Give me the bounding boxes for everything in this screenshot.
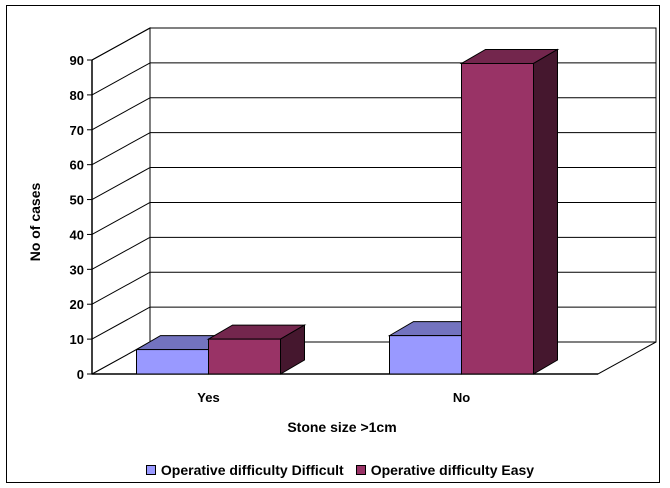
gridline-diagonal [91, 132, 151, 166]
bar-front [389, 335, 462, 375]
y-tick-label: 0 [77, 367, 84, 382]
bar [206, 324, 307, 375]
y-tick-label: 90 [70, 53, 84, 68]
x-tick-label: Yes [197, 390, 219, 405]
legend-swatch [355, 464, 366, 475]
gridline-diagonal [91, 271, 151, 305]
y-tick-label: 10 [70, 332, 84, 347]
legend: Operative difficulty Difficult Operative … [90, 456, 590, 483]
gridline-diagonal [91, 236, 151, 270]
chart-frame [6, 5, 660, 483]
y-tick-label: 60 [70, 158, 84, 173]
y-tick-label: 50 [70, 193, 84, 208]
x-tick-label: No [453, 390, 470, 405]
y-tick-label: 40 [70, 227, 84, 242]
gridline-diagonal [91, 27, 151, 61]
y-tick-labels: 0 10 20 30 40 50 60 70 80 90 [70, 53, 84, 382]
gridline-diagonal [91, 97, 151, 131]
back-wall [149, 27, 657, 343]
legend-entry: Operative difficulty Easy [355, 461, 535, 478]
side-wall [91, 27, 151, 375]
gridline-diagonal [91, 62, 151, 96]
legend-swatch [145, 464, 156, 475]
chart-walls [91, 27, 657, 375]
gridlines [87, 27, 656, 375]
bar-front [461, 62, 534, 375]
x-tick-labels: Yes No [197, 390, 470, 405]
legend-entry: Operative difficulty Difficult [145, 461, 344, 478]
bar-front [208, 338, 281, 375]
bar-front [136, 349, 209, 375]
legend-label: Operative difficulty Difficult [160, 461, 344, 478]
y-tick-label: 20 [70, 297, 84, 312]
x-axis-title: Stone size >1cm [287, 419, 396, 435]
legend-label: Operative difficulty Easy [370, 461, 535, 478]
bars [134, 48, 560, 375]
y-tick-label: 70 [70, 123, 84, 138]
gridline-diagonal [91, 167, 151, 200]
y-axis-title: No of cases [27, 182, 43, 261]
y-tick-label: 30 [70, 262, 84, 277]
gridline-diagonal [91, 306, 151, 340]
bar-side [533, 48, 558, 375]
gridline-diagonal [91, 202, 151, 235]
bar [459, 48, 560, 375]
y-tick-label: 80 [70, 88, 84, 103]
